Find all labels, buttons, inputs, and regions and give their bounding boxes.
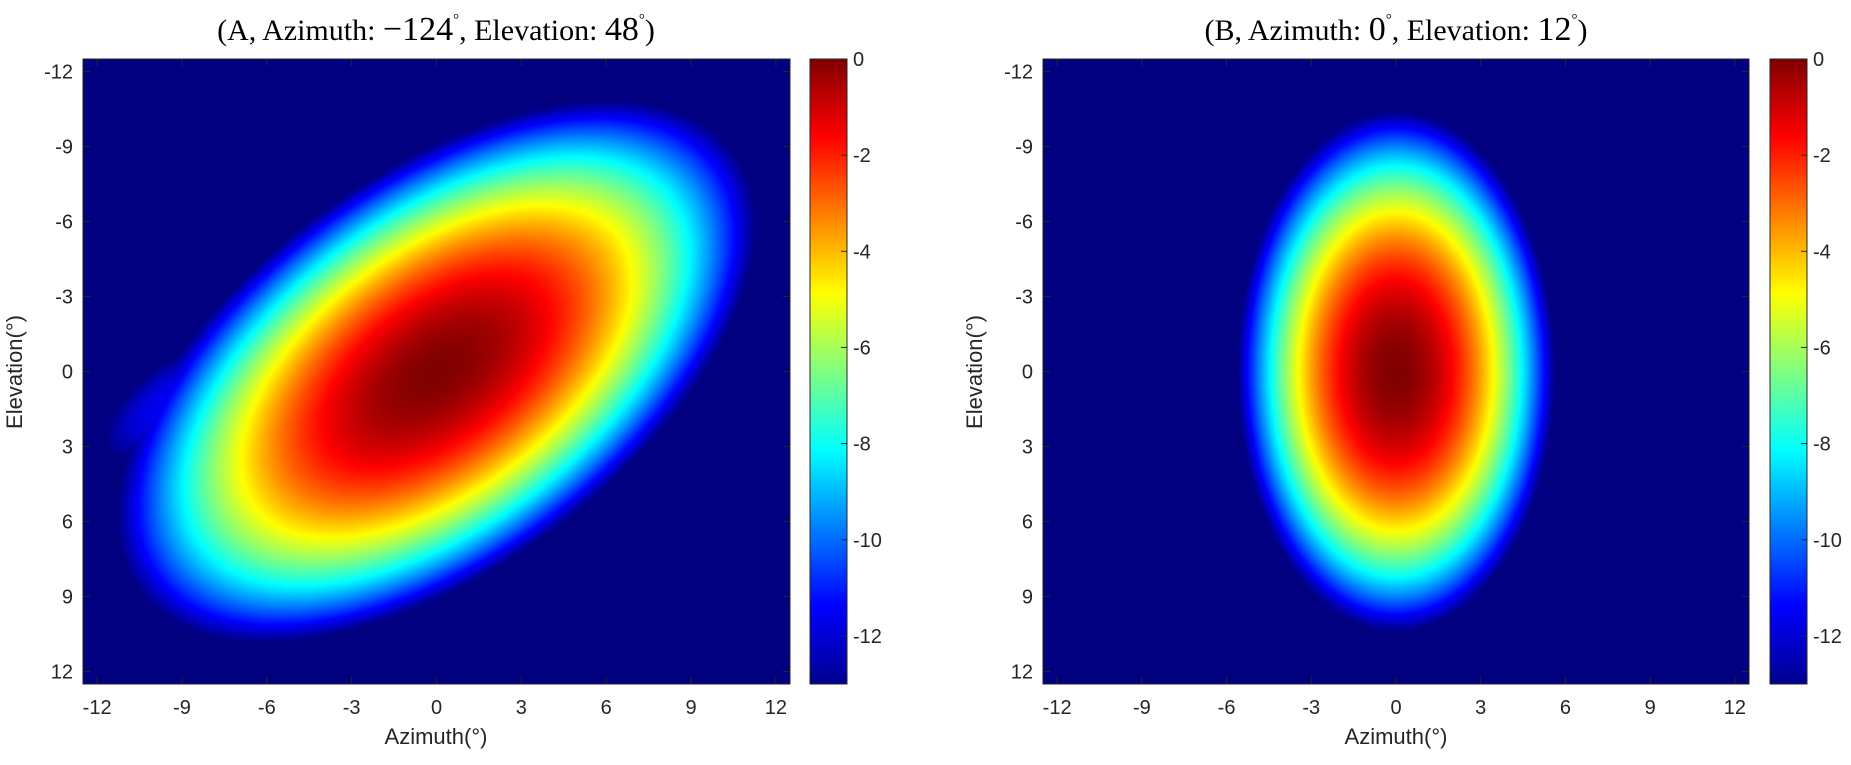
panel-b: (B, Azimuth: 0°, Elevation: 12°) -12 -9 -6… xyxy=(962,11,1842,749)
panel-b-x-tick-label: -3 xyxy=(1302,697,1320,719)
panel-b-colorbar-tick-label: -2 xyxy=(1813,145,1831,167)
panel-b-x-tick-label: 0 xyxy=(1390,697,1401,719)
panel-a-x-tick-label: 0 xyxy=(431,697,442,719)
panel-a: (A, Azimuth: −124°, Elevation: 48°) -12-… xyxy=(2,11,882,749)
panel-b-colorbar-ticks: 0 -2 -4 -6 -8 -10 -12 xyxy=(1801,49,1842,648)
panel-b-y-tick-label: 0 xyxy=(1022,362,1033,384)
panel-a-y-tick-label: 0 xyxy=(62,362,73,384)
panel-a-colorbar-tick-label: -8 xyxy=(853,434,871,456)
panel-a-y-tick-label: 6 xyxy=(62,512,73,534)
panel-a-x-tick-label: -6 xyxy=(258,697,276,719)
panel-b-colorbar-tick-label: 0 xyxy=(1813,49,1824,71)
panel-b-y-ticks: -12 -9 -6 -3 0 3 6 9 12 xyxy=(1004,62,1749,684)
panel-b-y-tick-label: 6 xyxy=(1022,512,1033,534)
panel-a-x-tick-label: -12 xyxy=(83,697,112,719)
panel-b-y-tick-label: -9 xyxy=(1015,137,1033,159)
panel-b-x-ticks: -12 -9 -6 -3 0 3 6 9 12 xyxy=(1043,59,1746,719)
panel-b-y-tick-label: -6 xyxy=(1015,212,1033,234)
panel-a-x-tick-label: -9 xyxy=(173,697,191,719)
panel-a-title: (A, Azimuth: −124°, Elevation: 48°) xyxy=(217,11,655,48)
panel-a-colorbar-tick-label: -6 xyxy=(853,337,871,359)
panel-a-heatmap xyxy=(83,59,790,684)
panel-b-y-tick-label: 3 xyxy=(1022,437,1033,459)
panel-b-colorbar-tick-label: -6 xyxy=(1813,337,1831,359)
panel-a-x-tick-label: 12 xyxy=(765,697,787,719)
panel-a-colorbar-tick-label: -4 xyxy=(853,241,871,263)
panel-a-x-tick-label: 6 xyxy=(601,697,612,719)
panel-a-colorbar-tick-label: -12 xyxy=(853,626,882,648)
panel-a-x-tick-label: 9 xyxy=(685,697,696,719)
panel-b-y-tick-label: -3 xyxy=(1015,287,1033,309)
panel-a-y-axis-label: Elevation(°) xyxy=(2,315,27,429)
panel-a-x-tick-label: -3 xyxy=(343,697,361,719)
panel-b-colorbar-tick-label: -8 xyxy=(1813,434,1831,456)
panel-a-y-tick-label: -9 xyxy=(55,137,73,159)
panel-b-colorbar-tick-label: -10 xyxy=(1813,530,1842,552)
panel-a-x-axis-label: Azimuth(°) xyxy=(385,724,488,749)
panel-b-y-axis-label: Elevation(°) xyxy=(962,315,987,429)
panel-b-y-tick-label: -12 xyxy=(1004,62,1033,84)
panel-a-colorbar-ticks: 0 -2 -4 -6 -8 -10 -12 xyxy=(841,49,882,648)
panel-a-colorbar-tick-label: -10 xyxy=(853,530,882,552)
panel-b-x-tick-label: 9 xyxy=(1645,697,1656,719)
panel-a-colorbar xyxy=(810,59,847,684)
panel-a-y-tick-label: 3 xyxy=(62,437,73,459)
panel-a-colorbar-tick-label: 0 xyxy=(853,49,864,71)
panel-b-y-tick-label: 12 xyxy=(1011,662,1033,684)
panel-a-y-tick-label: 9 xyxy=(62,587,73,609)
panel-b-x-tick-label: -12 xyxy=(1043,697,1072,719)
panel-a-y-tick-label: 12 xyxy=(51,662,73,684)
panel-b-x-tick-label: -6 xyxy=(1218,697,1236,719)
panel-b-x-axis-label: Azimuth(°) xyxy=(1345,724,1448,749)
panel-b-y-tick-label: 9 xyxy=(1022,587,1033,609)
panel-b-x-tick-label: -9 xyxy=(1133,697,1151,719)
panel-b-colorbar xyxy=(1770,59,1807,684)
panel-a-y-ticks: -12 -9 -6 -3 0 3 6 9 12 xyxy=(44,62,790,684)
panel-a-x-tick-label: 3 xyxy=(516,697,527,719)
panel-b-colorbar-frame xyxy=(1769,58,1808,685)
panel-a-y-tick-label: -6 xyxy=(55,212,73,234)
panel-a-colorbar-frame xyxy=(809,58,848,685)
panel-b-title: (B, Azimuth: 0°, Elevation: 12°) xyxy=(1205,11,1588,48)
panel-b-x-tick-label: 6 xyxy=(1560,697,1571,719)
panel-a-y-tick-label: -12 xyxy=(44,62,73,84)
panel-b-x-tick-label: 12 xyxy=(1724,697,1746,719)
panel-a-colorbar-tick-label: -2 xyxy=(853,145,871,167)
panel-b-colorbar-tick-label: -4 xyxy=(1813,241,1831,263)
panel-a-x-ticks: -12 -9 -6 -3 0 3 6 9 12 xyxy=(83,59,787,719)
panel-b-x-tick-label: 3 xyxy=(1475,697,1486,719)
panel-b-heatmap xyxy=(1043,59,1749,684)
panel-b-colorbar-tick-label: -12 xyxy=(1813,626,1842,648)
panel-a-y-tick-label: -3 xyxy=(55,287,73,309)
